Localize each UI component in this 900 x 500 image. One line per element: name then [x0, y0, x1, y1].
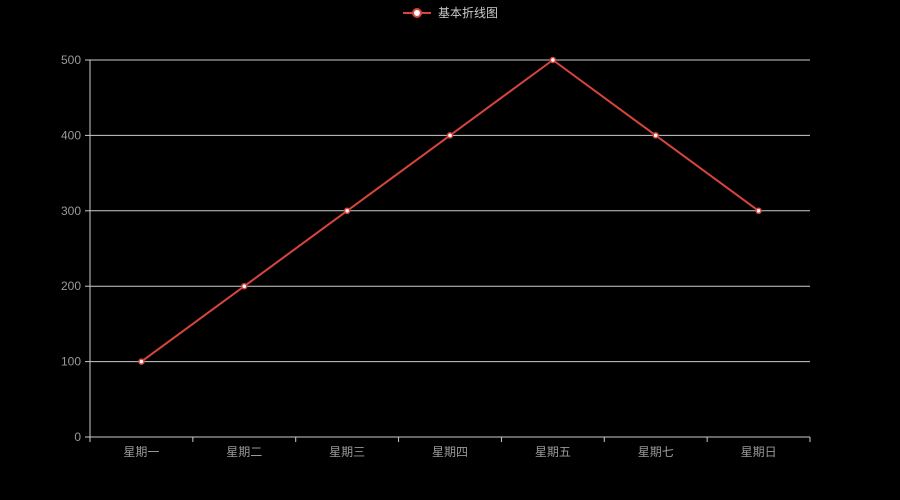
y-axis-label: 500 — [61, 53, 81, 67]
x-axis-label: 星期一 — [123, 445, 159, 459]
data-point[interactable] — [446, 132, 454, 139]
y-axis-label: 100 — [61, 355, 81, 369]
data-point[interactable] — [652, 132, 659, 139]
x-axis-label: 星期日 — [741, 445, 777, 459]
data-point[interactable] — [138, 358, 145, 365]
y-axis-label: 200 — [61, 279, 81, 293]
y-axis-label: 300 — [61, 204, 81, 218]
legend-label: 基本折线图 — [437, 6, 498, 20]
x-axis-label: 星期四 — [432, 445, 468, 459]
data-point[interactable] — [549, 56, 557, 64]
data-point[interactable] — [241, 282, 248, 290]
data-point[interactable] — [343, 207, 351, 215]
legend-line-marker-icon — [402, 8, 431, 18]
x-axis-label: 星期二 — [226, 445, 262, 459]
x-axis-label: 星期七 — [638, 445, 674, 459]
y-axis-label: 0 — [74, 430, 81, 444]
x-axis-label: 星期五 — [535, 445, 571, 459]
legend-item-basic-line[interactable]: 基本折线图 — [0, 6, 900, 20]
y-axis-label: 400 — [61, 128, 81, 142]
x-axis-label: 星期三 — [329, 445, 365, 459]
data-point[interactable] — [755, 207, 762, 215]
